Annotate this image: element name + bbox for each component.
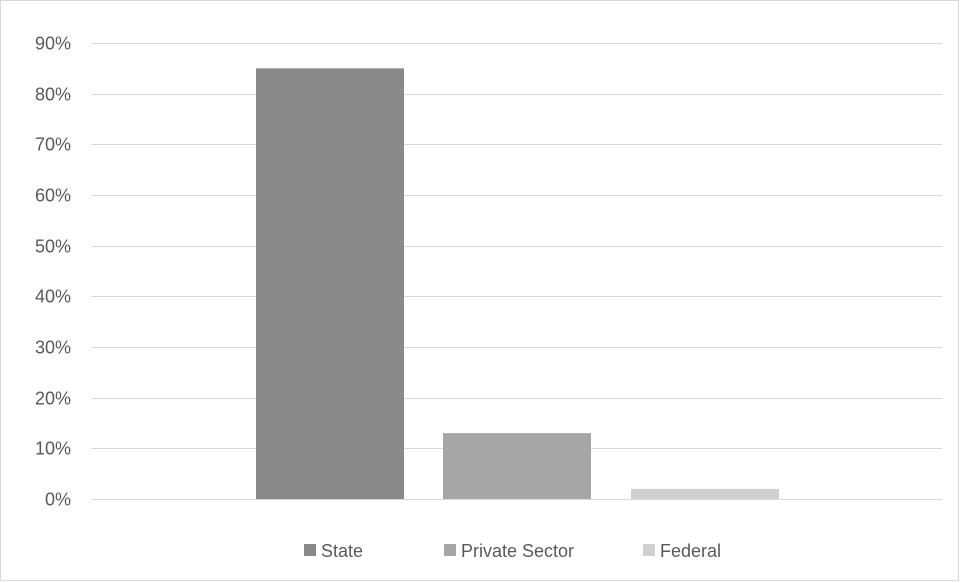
bar-private-sector — [443, 433, 591, 499]
bar-state — [256, 68, 404, 499]
legend-swatch — [304, 544, 316, 556]
bar-federal — [631, 488, 779, 499]
legend-item-state: State — [304, 541, 363, 561]
y-tick-label: 0% — [45, 490, 71, 510]
legend: State Private Sector Federal — [304, 541, 721, 561]
gridlines — [91, 43, 942, 500]
legend-label: Private Sector — [461, 541, 574, 561]
bars — [256, 68, 779, 499]
y-tick-label: 20% — [35, 389, 71, 409]
legend-label: Federal — [660, 541, 721, 561]
y-tick-label: 70% — [35, 135, 71, 155]
legend-swatch — [643, 544, 655, 556]
y-tick-label: 40% — [35, 287, 71, 307]
y-tick-label: 30% — [35, 338, 71, 358]
y-tick-label: 80% — [35, 85, 71, 105]
y-tick-label: 50% — [35, 237, 71, 257]
y-tick-label: 60% — [35, 186, 71, 206]
y-tick-label: 10% — [35, 439, 71, 459]
y-tick-label: 90% — [35, 34, 71, 54]
legend-swatch — [444, 544, 456, 556]
legend-item-private-sector: Private Sector — [444, 541, 574, 561]
legend-item-federal: Federal — [643, 541, 721, 561]
legend-label: State — [321, 541, 363, 561]
y-axis-tick-labels: 0% 10% 20% 30% 40% 50% 60% 70% 80% 90% — [35, 34, 71, 510]
